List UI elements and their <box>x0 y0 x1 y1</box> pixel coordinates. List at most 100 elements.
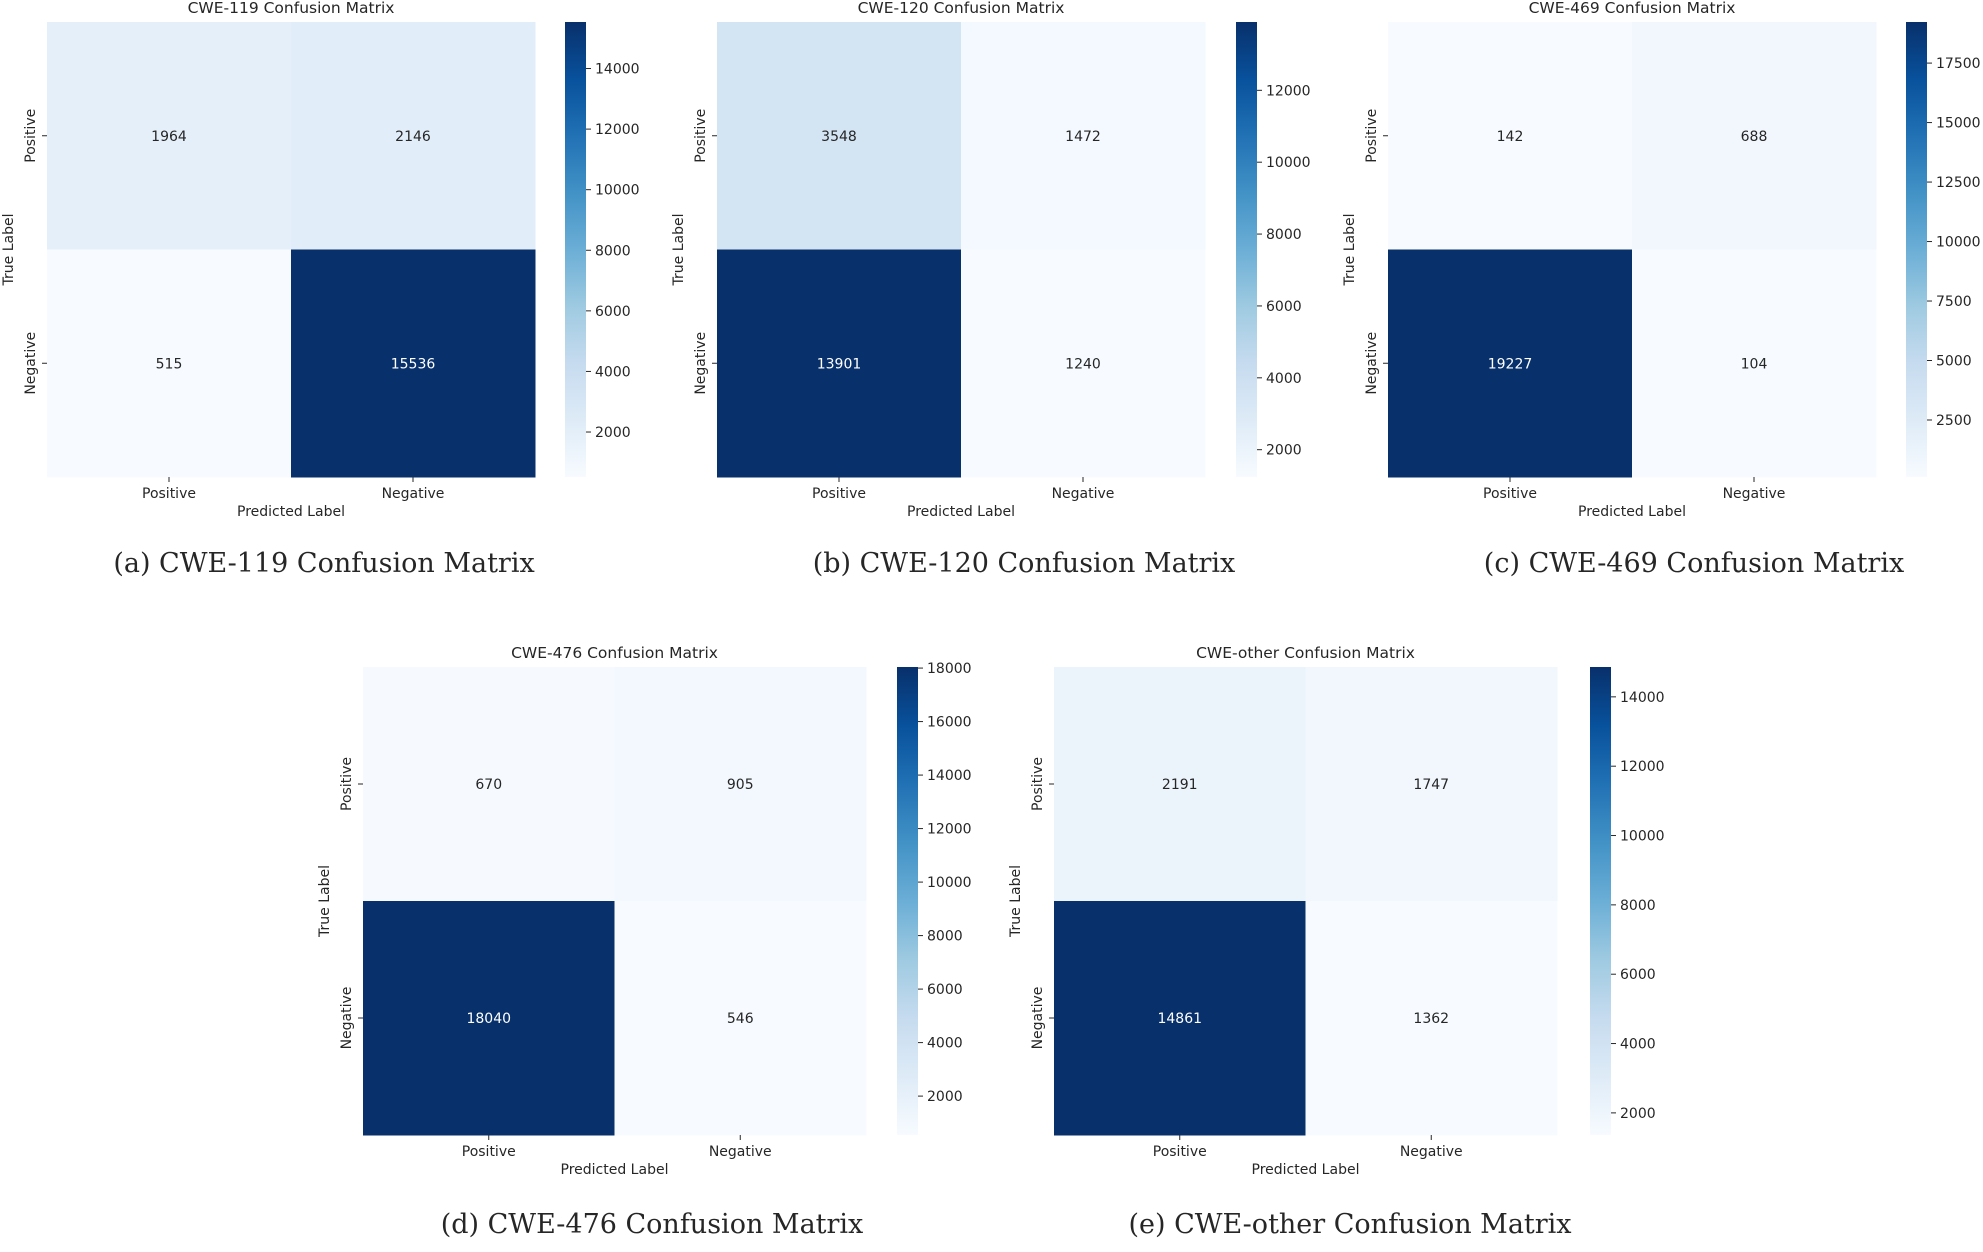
colorbar-tick-label: 8000 <box>1266 227 1302 243</box>
cell-value-label: 905 <box>727 777 754 793</box>
x-axis-label: Predicted Label <box>1578 504 1686 520</box>
colorbar-tick-label: 4000 <box>927 1036 963 1052</box>
colorbar-tick-label: 5000 <box>1936 354 1972 370</box>
colorbar-tick-label: 12000 <box>927 822 972 838</box>
colorbar <box>1906 22 1927 477</box>
cell-value-label: 3548 <box>821 129 857 145</box>
heatmap-cell <box>1054 667 1306 902</box>
cell-value-label: 15536 <box>391 356 436 372</box>
colorbar-tick-label: 2000 <box>1266 443 1302 459</box>
heatmap-cell <box>1305 901 1558 1136</box>
heatmap-cell <box>717 22 962 250</box>
colorbar-tick-label: 10000 <box>1266 155 1311 171</box>
x-tick-label: Negative <box>1723 486 1786 502</box>
colorbar-tick-label: 7500 <box>1936 294 1972 310</box>
y-tick-label: Positive <box>1364 109 1380 163</box>
x-axis-label: Predicted Label <box>1252 1162 1360 1178</box>
heatmap-cell <box>961 249 1206 478</box>
colorbar-tick-label: 15000 <box>1936 116 1981 132</box>
colorbar-tick-label: 8000 <box>927 929 963 945</box>
x-tick-label: Negative <box>1400 1144 1463 1160</box>
cell-value-label: 1240 <box>1065 356 1101 372</box>
confusion-matrix-panel-0: CWE-119 Confusion Matrix 1964 2146 515 15536… <box>1 0 640 579</box>
heatmap-cell <box>363 667 615 902</box>
chart-title: CWE-other Confusion Matrix <box>1196 644 1415 662</box>
cell-value-label: 18040 <box>466 1011 511 1027</box>
heatmap-cell <box>1054 901 1306 1136</box>
cell-value-label: 104 <box>1741 356 1768 372</box>
colorbar-tick-label: 10000 <box>927 875 972 891</box>
heatmap-cell <box>1305 667 1558 902</box>
y-tick-label: Positive <box>23 109 39 163</box>
cell-value-label: 1747 <box>1413 777 1449 793</box>
heatmap-cell <box>614 667 867 902</box>
colorbar-tick-label: 2500 <box>1936 413 1972 429</box>
chart-title: CWE-120 Confusion Matrix <box>858 0 1065 17</box>
colorbar-tick-label: 14000 <box>1620 690 1665 706</box>
y-axis-label: True Label <box>671 214 687 287</box>
heatmap-cell <box>363 901 615 1136</box>
x-tick-label: Negative <box>1052 486 1115 502</box>
subfigure-caption: (c) CWE-469 Confusion Matrix <box>1484 548 1904 579</box>
colorbar-tick-label: 4000 <box>1266 371 1302 387</box>
x-tick-label: Negative <box>709 1144 772 1160</box>
y-axis-label: True Label <box>317 865 333 938</box>
colorbar-tick-label: 10000 <box>595 183 640 199</box>
cell-value-label: 1362 <box>1413 1011 1449 1027</box>
colorbar-tick-label: 12000 <box>1620 759 1665 775</box>
colorbar <box>1236 22 1257 477</box>
heatmap-cell <box>961 22 1206 250</box>
cell-value-label: 688 <box>1741 129 1768 145</box>
colorbar-tick-label: 12500 <box>1936 175 1981 191</box>
subfigure-caption: (e) CWE-other Confusion Matrix <box>1128 1209 1571 1240</box>
heatmap-cell <box>1632 22 1877 250</box>
y-axis-label: True Label <box>1008 865 1024 938</box>
colorbar-tick-label: 12000 <box>1266 83 1311 99</box>
heatmap-cell <box>1388 22 1633 250</box>
x-tick-label: Negative <box>382 486 445 502</box>
colorbar-tick-label: 18000 <box>927 661 972 677</box>
colorbar-tick-label: 6000 <box>927 982 963 998</box>
confusion-matrix-panel-2: CWE-469 Confusion Matrix 142 688 19227 104 Po… <box>1342 0 1981 579</box>
colorbar-tick-label: 17500 <box>1936 56 1981 72</box>
x-tick-label: Positive <box>142 486 196 502</box>
y-tick-label: Negative <box>1030 987 1046 1050</box>
y-tick-label: Negative <box>23 332 39 395</box>
chart-title: CWE-476 Confusion Matrix <box>511 644 718 662</box>
heatmap-cell <box>291 22 536 250</box>
y-tick-label: Negative <box>339 987 355 1050</box>
x-tick-label: Positive <box>462 1144 516 1160</box>
y-tick-label: Negative <box>693 332 709 395</box>
colorbar-tick-label: 6000 <box>595 304 631 320</box>
colorbar-tick-label: 2000 <box>927 1089 963 1105</box>
cell-value-label: 1472 <box>1065 129 1101 145</box>
y-axis-label: True Label <box>1342 214 1358 287</box>
y-axis-label: True Label <box>1 214 17 287</box>
x-tick-label: Positive <box>1483 486 1537 502</box>
subfigure-caption: (d) CWE-476 Confusion Matrix <box>441 1209 864 1240</box>
colorbar-tick-label: 6000 <box>1620 967 1656 983</box>
subfigure-caption: (b) CWE-120 Confusion Matrix <box>813 548 1236 579</box>
colorbar-tick-label: 10000 <box>1936 235 1981 251</box>
cell-value-label: 2146 <box>395 129 431 145</box>
confusion-matrix-panel-1: CWE-120 Confusion Matrix 3548 1472 13901 124… <box>671 0 1311 579</box>
colorbar-tick-label: 12000 <box>595 122 640 138</box>
colorbar <box>897 667 918 1135</box>
heatmap-cell <box>47 22 292 250</box>
heatmap-cell <box>1632 249 1877 478</box>
colorbar-tick-label: 10000 <box>1620 829 1665 845</box>
cell-value-label: 13901 <box>817 356 862 372</box>
colorbar-tick-label: 6000 <box>1266 299 1302 315</box>
colorbar-tick-label: 8000 <box>1620 898 1656 914</box>
colorbar-tick-label: 14000 <box>595 62 640 78</box>
heatmap-cell <box>1388 249 1633 478</box>
y-tick-label: Positive <box>339 757 355 811</box>
colorbar-tick-label: 4000 <box>1620 1037 1656 1053</box>
colorbar-tick-label: 4000 <box>595 364 631 380</box>
cell-value-label: 2191 <box>1162 777 1198 793</box>
y-tick-label: Positive <box>693 109 709 163</box>
cell-value-label: 19227 <box>1488 356 1533 372</box>
cell-value-label: 515 <box>156 356 183 372</box>
confusion-matrix-panel-3: CWE-476 Confusion Matrix 670 905 18040 546 Po… <box>317 644 972 1240</box>
colorbar-tick-label: 2000 <box>1620 1106 1656 1122</box>
